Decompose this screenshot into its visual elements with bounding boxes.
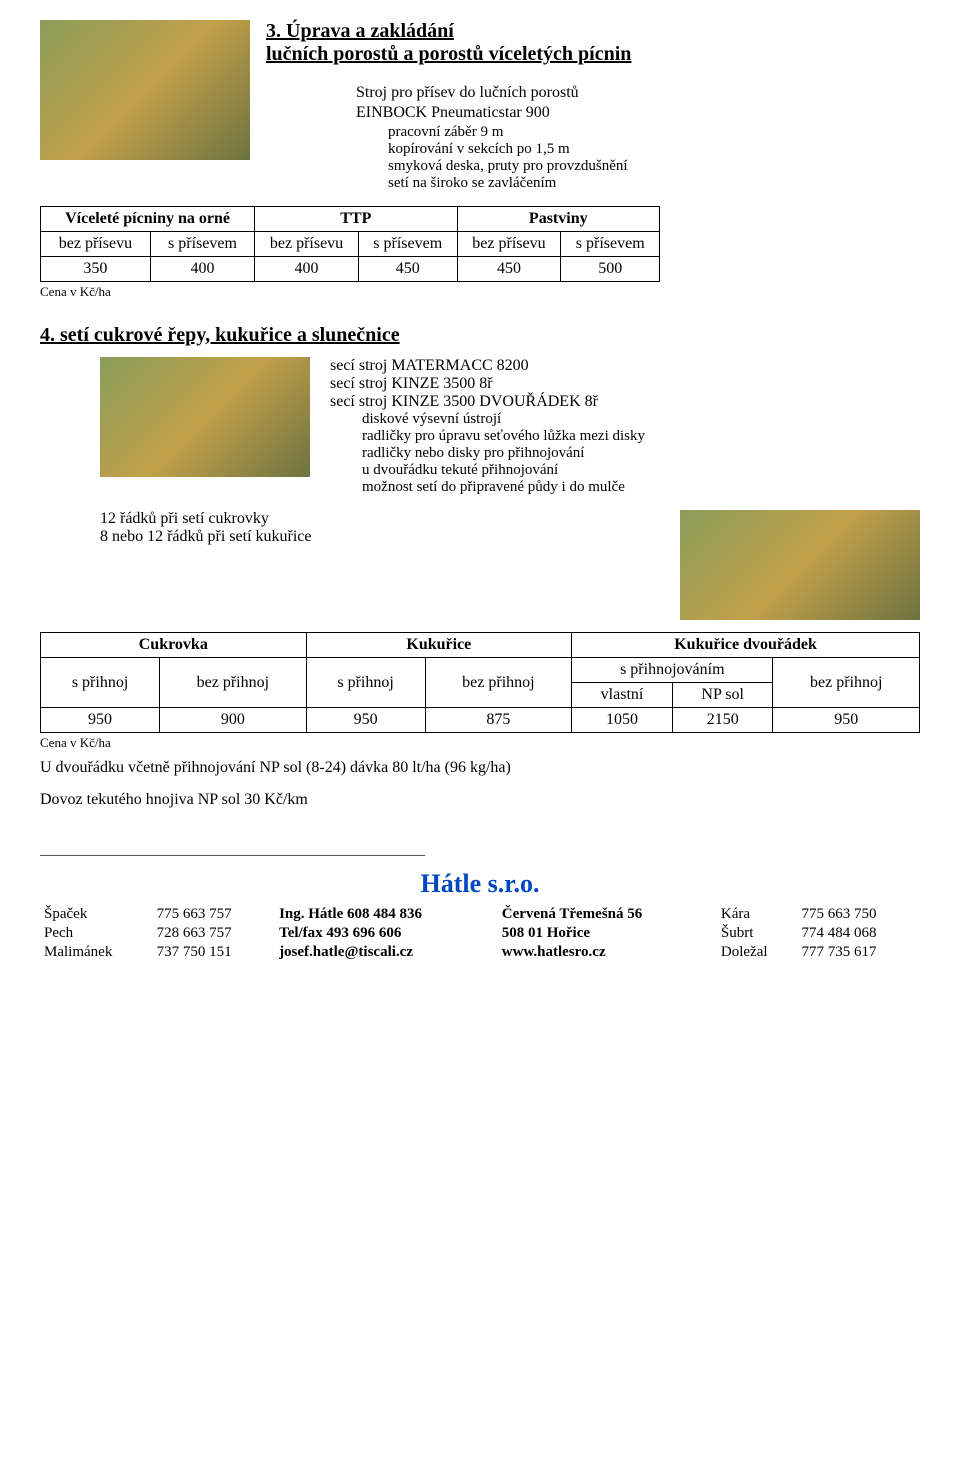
section3-title-col: 3. Úprava a zakládání lučních porostů a … (266, 20, 920, 192)
rows-text: 12 řádků při setí cukrovky 8 nebo 12 řád… (100, 510, 312, 546)
cell: josef.hatle@tiscali.cz (275, 943, 498, 962)
cell: Šubrt (717, 924, 798, 943)
t1-h3: Pastviny (457, 207, 659, 232)
m1: secí stroj MATERMACC 8200 (330, 357, 645, 375)
table2: Cukrovka Kukuřice Kukuřice dvouřádek s p… (40, 632, 920, 733)
cell: Kára (717, 905, 798, 924)
cell: 900 (160, 708, 306, 733)
cell: Doležal (717, 943, 798, 962)
cell: 775 663 757 (153, 905, 275, 924)
r1: 12 řádků při setí cukrovky (100, 510, 312, 528)
s4: u dvouřádku tekuté přihnojování (362, 462, 645, 479)
cell: s přihnoj (41, 658, 160, 708)
table-row: Pech 728 663 757 Tel/fax 493 696 606 508… (40, 924, 920, 943)
table-row: Malimánek 737 750 151 josef.hatle@tiscal… (40, 943, 920, 962)
t2-h2: Kukuřice (306, 633, 572, 658)
t2-h1: Cukrovka (41, 633, 307, 658)
machine-line2: EINBOCK Pneumaticstar 900 (356, 104, 920, 122)
machine-sub4: setí na široko se zavláčením (388, 175, 920, 192)
cell: Špaček (40, 905, 153, 924)
machine-spec: Stroj pro přísev do lučních porostů EINB… (356, 84, 920, 192)
planter-photo (680, 510, 920, 620)
cell: 400 (255, 257, 359, 282)
cell: 777 735 617 (797, 943, 920, 962)
s2: radličky pro úpravu seťového lůžka mezi … (362, 428, 645, 445)
t1-h1: Víceleté pícniny na orné (41, 207, 255, 232)
t1-h2: TTP (255, 207, 457, 232)
cell: Tel/fax 493 696 606 (275, 924, 498, 943)
table1: Víceleté pícniny na orné TTP Pastviny be… (40, 206, 660, 282)
divider: ________________________________________… (40, 843, 920, 859)
cell: 400 (150, 257, 254, 282)
machine-sub3: smyková deska, pruty pro provzdušnění (388, 158, 920, 175)
cell: s přísevem (358, 232, 457, 257)
cell: 775 663 750 (797, 905, 920, 924)
r2: 8 nebo 12 řádků při setí kukuřice (100, 528, 312, 546)
cell: 508 01 Hořice (498, 924, 717, 943)
cell: bez přísevu (457, 232, 561, 257)
cell: 774 484 068 (797, 924, 920, 943)
cell: bez přísevu (41, 232, 151, 257)
m2: secí stroj KINZE 3500 8ř (330, 375, 645, 393)
cell: 950 (306, 708, 425, 733)
company-name: Hátle s.r.o. (40, 869, 920, 899)
cell: 728 663 757 (153, 924, 275, 943)
table-row: Špaček 775 663 757 Ing. Hátle 608 484 83… (40, 905, 920, 924)
cell: 500 (561, 257, 660, 282)
cell: s přísevem (561, 232, 660, 257)
cell: bez přihnoj (773, 658, 920, 708)
cell: 737 750 151 (153, 943, 275, 962)
cell: bez přihnoj (425, 658, 571, 708)
table-row: s přihnoj bez přihnoj s přihnoj bez přih… (41, 658, 920, 683)
m3: secí stroj KINZE 3500 DVOUŘÁDEK 8ř (330, 393, 645, 411)
cell: 2150 (672, 708, 773, 733)
cell: 950 (773, 708, 920, 733)
section4-text: secí stroj MATERMACC 8200 secí stroj KIN… (330, 357, 645, 496)
seeder-photo (100, 357, 310, 477)
section3-title1: 3. Úprava a zakládání (266, 20, 920, 43)
cell: 1050 (572, 708, 673, 733)
cell: www.hatlesro.cz (498, 943, 717, 962)
table-row: Víceleté pícniny na orné TTP Pastviny (41, 207, 660, 232)
footer-l1: U dvouřádku včetně přihnojování NP sol (… (40, 759, 920, 777)
cell: Pech (40, 924, 153, 943)
machine-line1: Stroj pro přísev do lučních porostů (356, 84, 920, 102)
section3-header: 3. Úprava a zakládání lučních porostů a … (40, 20, 920, 192)
table2-note: Cena v Kč/ha (40, 735, 920, 751)
cell: bez přísevu (255, 232, 359, 257)
table-row: Cukrovka Kukuřice Kukuřice dvouřádek (41, 633, 920, 658)
cell: vlastní (572, 683, 673, 708)
table-row: 350 400 400 450 450 500 (41, 257, 660, 282)
section4-row: secí stroj MATERMACC 8200 secí stroj KIN… (40, 357, 920, 496)
cell: 450 (457, 257, 561, 282)
cell: 350 (41, 257, 151, 282)
s1: diskové výsevní ústrojí (362, 411, 645, 428)
cell: Ing. Hátle 608 484 836 (275, 905, 498, 924)
cell: s přísevem (150, 232, 254, 257)
cell: Červená Třemešná 56 (498, 905, 717, 924)
table1-note: Cena v Kč/ha (40, 284, 920, 300)
cell: 450 (358, 257, 457, 282)
machine-sub2: kopírování v sekcích po 1,5 m (388, 141, 920, 158)
t2-h3: Kukuřice dvouřádek (572, 633, 920, 658)
table-row: bez přísevu s přísevem bez přísevu s pří… (41, 232, 660, 257)
table-row: 950 900 950 875 1050 2150 950 (41, 708, 920, 733)
s5: možnost setí do připravené půdy i do mul… (362, 479, 645, 496)
tractor-photo (40, 20, 250, 160)
section4-title: 4. setí cukrové řepy, kukuřice a slunečn… (40, 324, 920, 347)
cell: Malimánek (40, 943, 153, 962)
footer-l2: Dovoz tekutého hnojiva NP sol 30 Kč/km (40, 791, 920, 809)
cell: 875 (425, 708, 571, 733)
contacts-table: Špaček 775 663 757 Ing. Hátle 608 484 83… (40, 905, 920, 962)
section3-title2: lučních porostů a porostů víceletých píc… (266, 43, 920, 66)
machine-sub1: pracovní záběr 9 m (388, 124, 920, 141)
rows-info: 12 řádků při setí cukrovky 8 nebo 12 řád… (40, 510, 920, 620)
s3: radličky nebo disky pro přihnojování (362, 445, 645, 462)
cell: bez přihnoj (160, 658, 306, 708)
cell: s přihnojováním (572, 658, 773, 683)
cell: NP sol (672, 683, 773, 708)
cell: s přihnoj (306, 658, 425, 708)
cell: 950 (41, 708, 160, 733)
